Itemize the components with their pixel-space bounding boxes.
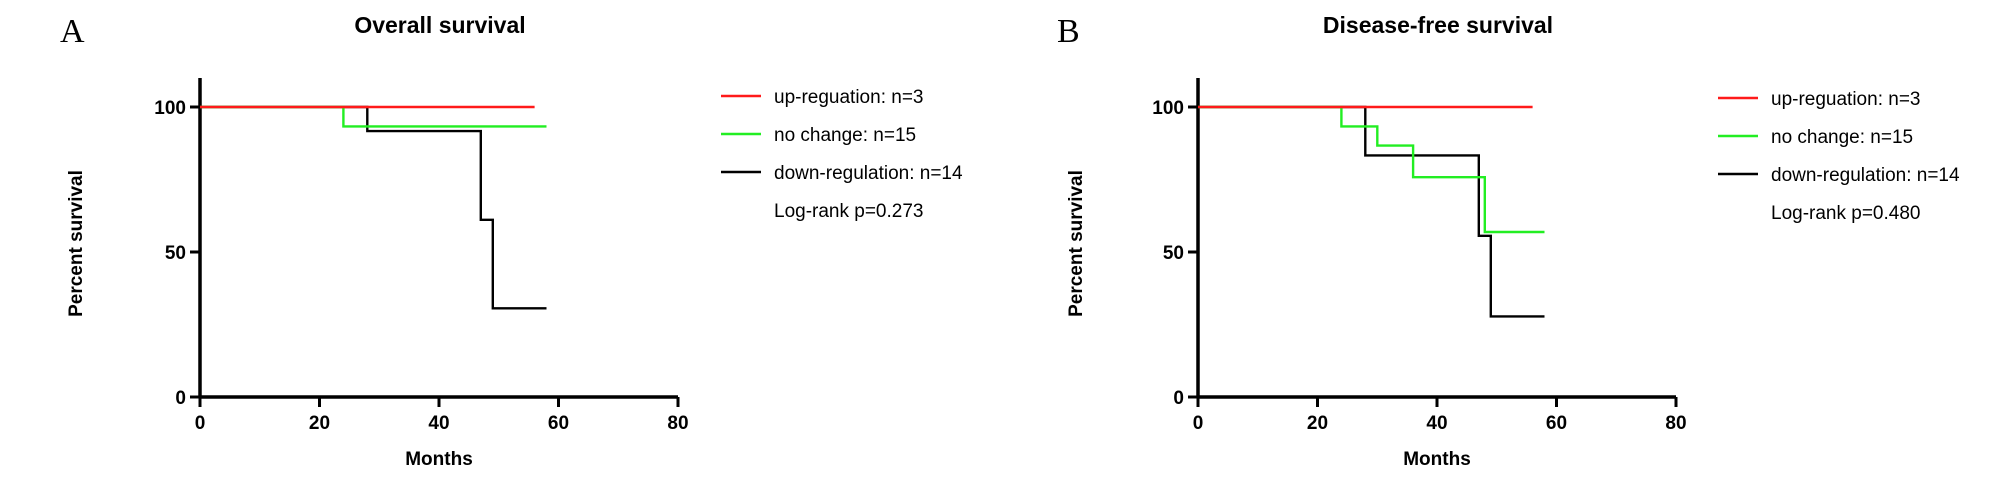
y-tick-label: 0 <box>1173 388 1184 409</box>
y-tick-label: 50 <box>1163 243 1184 264</box>
legend-entry: no change: n=15 <box>774 125 916 146</box>
x-tick-label: 20 <box>309 413 330 434</box>
x-axis-label: Months <box>405 449 473 470</box>
legend-entry: up-reguation: n=3 <box>1771 89 1920 110</box>
log-rank-annotation: Log-rank p=0.273 <box>774 201 923 222</box>
x-tick-label: 80 <box>1665 413 1686 434</box>
y-tick-label: 100 <box>1152 98 1184 119</box>
legend-entry: up-reguation: n=3 <box>774 87 923 108</box>
survival-curve-down <box>1198 105 1545 318</box>
legend-entry: down-regulation: n=14 <box>774 163 963 184</box>
y-tick-label: 0 <box>175 388 186 409</box>
chart-title: Overall survival <box>354 12 525 38</box>
y-axis-label: Percent survival <box>66 170 87 317</box>
y-tick-label: 100 <box>154 98 186 119</box>
y-axis-label: Percent survival <box>1066 170 1087 317</box>
panel-b: B Disease-free survival 0 20 40 60 80 0 50 100 Mon… <box>1057 12 1960 470</box>
panel-letter: A <box>60 13 85 50</box>
x-tick-label: 80 <box>667 413 688 434</box>
survival-curve-down <box>200 105 547 310</box>
x-axis-label: Months <box>1403 449 1471 470</box>
x-tick-label: 0 <box>195 413 206 434</box>
survival-curve-no-change <box>200 105 547 128</box>
log-rank-annotation: Log-rank p=0.480 <box>1771 203 1920 224</box>
panel-letter: B <box>1057 13 1080 50</box>
y-tick-label: 50 <box>165 243 186 264</box>
legend-entry: no change: n=15 <box>1771 127 1913 148</box>
legend-entry: down-regulation: n=14 <box>1771 165 1960 186</box>
survival-curve-no-change <box>1198 105 1545 234</box>
x-tick-label: 40 <box>1426 413 1447 434</box>
x-tick-label: 20 <box>1307 413 1328 434</box>
x-tick-label: 0 <box>1193 413 1204 434</box>
x-tick-label: 40 <box>428 413 449 434</box>
x-tick-label: 60 <box>548 413 569 434</box>
panel-a: A Overall survival 0 20 40 60 80 0 50 100 Months Pe… <box>60 12 963 470</box>
chart-title: Disease-free survival <box>1323 12 1553 38</box>
x-tick-label: 60 <box>1546 413 1567 434</box>
